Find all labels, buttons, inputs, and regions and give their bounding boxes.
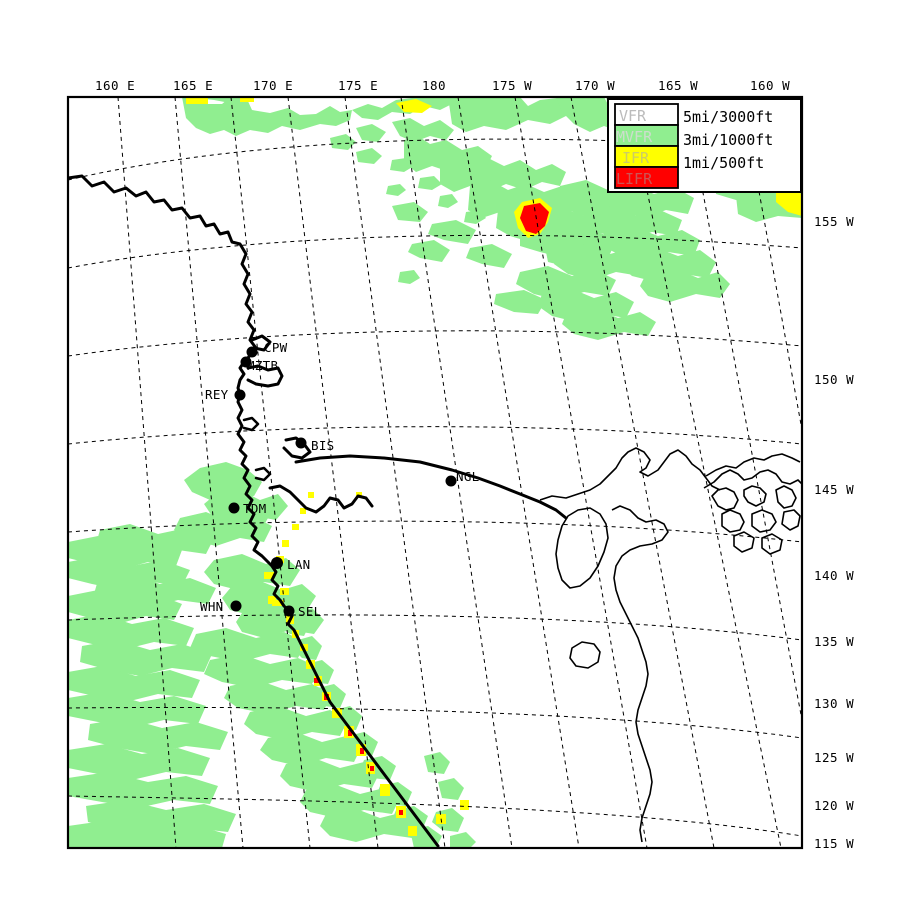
legend-row-mvfr[interactable]: MVFR 5mi/3000ft [614,108,773,147]
station-label-mztb: MZTB [247,358,278,373]
lon-label-165w: 165 W [658,78,698,93]
station-marker-rey[interactable]: REY [205,387,246,402]
station-label-sel: SEL [298,604,321,619]
lon-label-120w: 120 W [814,798,854,813]
lon-label-170e: 170 E [253,78,293,93]
lon-label-150w: 150 W [814,372,854,387]
legend-row-ifr[interactable]: IFR 3mi/1000ft [614,131,773,168]
lon-label-165e: 165 E [173,78,213,93]
legend-row-lifr[interactable]: LIFR 1mi/500ft [614,154,764,189]
station-label-cpw: CPW [264,340,288,355]
lon-label-135w: 135 W [814,634,854,649]
station-label-ngl: NGL [456,469,479,484]
ice-shelf-outline-layer [539,447,802,843]
lon-label-145w: 145 W [814,482,854,497]
station-marker-bis[interactable]: BIS [295,437,335,454]
coastline-layer [68,174,568,848]
station-label-rey: REY [205,387,229,402]
right-axis-labels: 155 W 150 W 145 W 140 W 135 W 130 W 125 … [814,214,854,851]
lon-label-125w: 125 W [814,750,854,765]
legend-category-lifr: LIFR [616,170,653,188]
station-label-lan: LAN [287,557,310,572]
station-marker-mztb[interactable]: MZTB [240,356,279,374]
lon-label-115w: 115 W [814,836,854,851]
legend-category-vfr: VFR [619,107,647,125]
lon-label-160w: 160 W [750,78,790,93]
station-label-bis: BIS [311,438,334,453]
lon-label-160e: 160 E [95,78,135,93]
legend-row-vfr[interactable]: VFR [614,103,679,126]
legend-category-mvfr: MVFR [616,128,653,146]
lon-label-180: 180 [422,78,446,93]
lon-label-175e: 175 E [338,78,378,93]
legend-category-ifr: IFR [622,149,650,167]
legend-desc-lifr: 1mi/500ft [683,154,764,172]
lon-label-140w: 140 W [814,568,854,583]
lon-label-130w: 130 W [814,696,854,711]
lifr-cell-group [514,198,552,238]
station-marker-tdm[interactable]: TDM [228,501,267,516]
legend-swatch-lifr [614,166,679,189]
lon-label-155w: 155 W [814,214,854,229]
station-marker-sel[interactable]: SEL [283,604,322,619]
station-marker-whn[interactable]: WHN [200,599,242,614]
legend-desc-ifr: 3mi/1000ft [683,131,773,149]
map-frame [66,95,804,850]
station-label-whn: WHN [200,599,223,614]
station-label-tdm: TDM [243,501,266,516]
station-marker-lan[interactable]: LAN [271,557,310,572]
flight-category-fill-layer [68,97,802,848]
legend-desc-mvfr: 5mi/3000ft [683,108,773,126]
flight-category-legend[interactable]: VFR MVFR 5mi/3000ft IFR 3mi/1000ft LIFR … [607,98,802,193]
station-marker-cpw[interactable]: CPW [246,340,288,358]
lon-label-170w: 170 W [575,78,615,93]
ifr-top-group [186,97,254,104]
mvfr-region-lower-group [68,462,476,848]
lon-label-175w: 175 W [492,78,532,93]
station-marker-ngl[interactable]: NGL [445,469,480,487]
top-axis-labels: 160 E 165 E 170 E 175 E 180 175 W 170 W … [95,78,790,93]
station-layer: CPW MZTB REY BIS NGL TDM [200,340,479,619]
